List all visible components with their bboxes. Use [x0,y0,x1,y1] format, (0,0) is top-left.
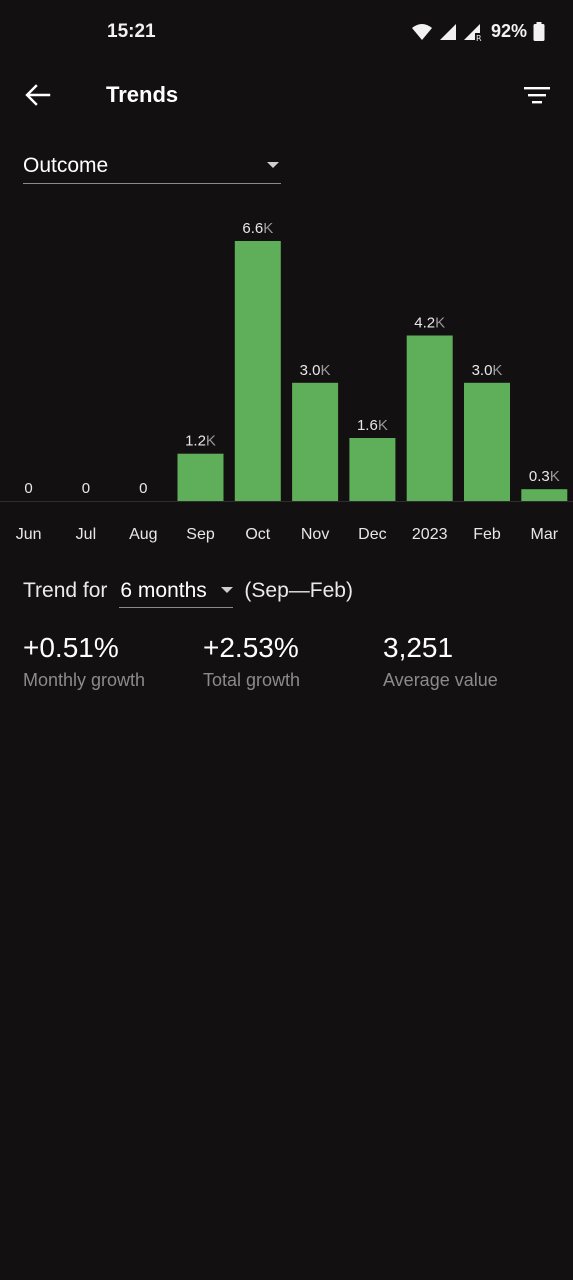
app-bar: Trends [0,64,573,126]
x-tick-label-feb: Feb [473,526,501,543]
filter-button[interactable] [517,78,557,112]
x-tick-label-aug: Aug [129,526,157,543]
bar-feb[interactable] [464,382,510,501]
dropdown-caret-icon [221,587,234,593]
battery-percentage: 92% [490,21,527,41]
arrow-left-icon [25,84,51,106]
status-time: 15:21 [107,21,156,42]
period-select[interactable]: 6 months [119,575,234,608]
back-button[interactable] [18,78,58,112]
svg-text:R: R [476,34,482,41]
stat-value: 3,251 [383,632,454,663]
stat-label: Total growth [203,670,301,690]
data-label-jul: 0 [82,480,90,497]
status-icons: R 92% [411,21,545,42]
data-label-mar: 0.3K [529,468,560,485]
trend-row: Trend for 6 months (Sep—Feb) [23,575,353,609]
x-tick-label-nov: Nov [301,526,329,543]
x-tick-label-jun: Jun [16,526,42,543]
metric-select[interactable]: Outcome [23,150,281,184]
x-tick-label-oct: Oct [245,526,270,543]
bar-mar[interactable] [521,489,568,501]
stat-total-growth: +2.53% Total growth [203,632,300,691]
data-label-sep: 1.2K [185,433,216,450]
data-label-nov: 3.0K [300,362,331,379]
stat-average-value: 3,251 Average value [383,632,498,691]
data-label-feb: 3.0K [472,362,503,379]
stat-value: +0.51% [23,632,119,663]
stat-monthly-growth: +0.51% Monthly growth [23,632,145,691]
page-title: Trends [106,82,179,107]
x-tick-label-mar: Mar [531,526,559,543]
bar-nov[interactable] [292,382,339,501]
data-label-2023: 4.2K [414,315,445,332]
battery-icon [533,22,545,41]
data-label-dec: 1.6K [357,417,388,434]
data-label-oct: 6.6K [242,220,273,237]
signal-icon [439,23,456,40]
status-bar: 15:21 R 92% [0,0,573,64]
wifi-icon [411,23,432,40]
metric-select-value: Outcome [23,154,109,177]
bar-dec[interactable] [349,438,396,501]
x-tick-label-sep: Sep [186,526,215,543]
x-tick-label-dec: Dec [358,526,386,543]
stat-value: +2.53% [203,632,299,663]
bar-chart: 0 Jun 0 Jul 0 Aug 1.2K Sep 6.6K Oct 3.0K Nov 1.6K Dec… [0,200,573,550]
period-select-value: 6 months [120,579,207,602]
stat-label: Monthly growth [23,670,146,690]
trend-prefix: Trend for [23,579,108,602]
data-label-aug: 0 [139,480,147,497]
bar-chart-svg: 0 Jun 0 Jul 0 Aug 1.2K Sep 6.6K Oct 3.0K Nov 1.6K Dec… [0,220,573,543]
x-tick-label-2023: 2023 [412,526,448,543]
signal-roaming-icon: R [463,23,482,41]
dropdown-caret-icon [267,162,279,168]
trend-range: (Sep—Feb) [244,579,353,602]
bar-oct[interactable] [234,241,281,501]
filter-icon [524,87,550,104]
x-tick-label-jul: Jul [76,526,96,543]
bar-2023[interactable] [406,335,453,502]
data-label-jun: 0 [24,480,32,497]
stat-label: Average value [383,670,498,690]
bar-sep[interactable] [177,453,224,501]
